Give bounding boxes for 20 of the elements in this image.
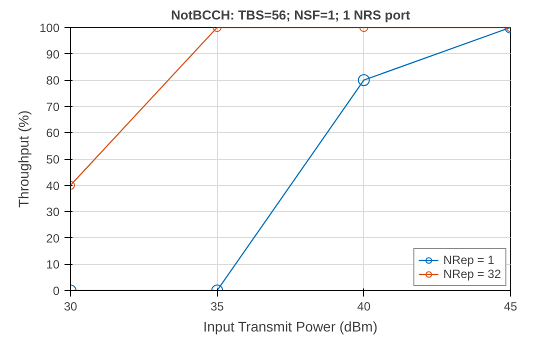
- x-tick-label: 45: [504, 300, 518, 314]
- legend-label: NRep = 32: [443, 267, 501, 281]
- y-tick-label: 50: [46, 152, 60, 166]
- y-tick-label: 40: [46, 178, 60, 193]
- y-tick-label: 90: [46, 47, 60, 62]
- y-tick-label: 80: [46, 74, 60, 88]
- y-tick-label: 30: [46, 205, 60, 220]
- legend-label: NRep = 1: [443, 253, 494, 267]
- x-tick-label: 40: [357, 300, 371, 314]
- x-tick-label: 30: [64, 300, 78, 314]
- x-tick-label: 35: [210, 300, 224, 314]
- x-axis-title: Input Transmit Power (dBm): [203, 318, 378, 334]
- y-tick-label: 60: [46, 126, 60, 140]
- y-tick-label: 10: [46, 258, 60, 272]
- y-tick-label: 70: [46, 100, 60, 114]
- y-tick-label: 20: [46, 231, 60, 246]
- y-axis-title: Throughput (%): [15, 110, 32, 208]
- chart-title: NotBCCH: TBS=56; NSF=1; 1 NRS port: [170, 8, 411, 22]
- y-tick-label: 0: [52, 284, 60, 298]
- y-tick-label: 100: [39, 21, 60, 35]
